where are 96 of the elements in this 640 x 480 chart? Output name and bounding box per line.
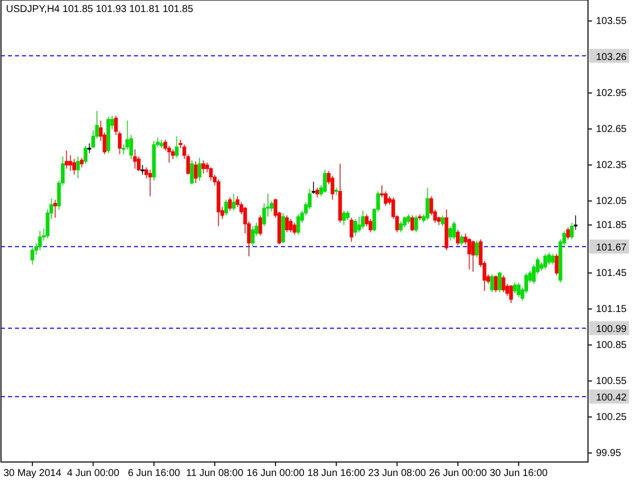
candlestick bbox=[448, 226, 452, 241]
y-tick-label: 101.85 bbox=[596, 220, 628, 232]
candlestick bbox=[64, 150, 68, 169]
x-tick-label: 11 Jun 08:00 bbox=[186, 468, 244, 480]
y-tick-label: 100.25 bbox=[596, 412, 628, 424]
chart-title: USDJPY,H4 101.85 101.93 101.81 101.85 bbox=[6, 4, 194, 15]
candlestick bbox=[30, 247, 34, 265]
candlestick bbox=[152, 140, 156, 181]
candlestick bbox=[190, 160, 194, 185]
candlestick bbox=[288, 218, 293, 233]
y-tick-label: 100.55 bbox=[596, 376, 628, 388]
candlestick bbox=[543, 253, 548, 270]
candlestick bbox=[490, 274, 494, 293]
candlestick bbox=[133, 149, 137, 169]
candlestick bbox=[315, 187, 320, 198]
y-tick-label: 101.15 bbox=[596, 304, 628, 316]
candlestick bbox=[516, 282, 520, 298]
candlestick bbox=[452, 221, 456, 240]
candlestick bbox=[171, 149, 175, 160]
candlestick bbox=[38, 230, 42, 251]
candlestick bbox=[232, 193, 236, 211]
candlestick bbox=[551, 253, 555, 265]
candlestick bbox=[471, 240, 475, 272]
candlestick bbox=[140, 164, 144, 175]
candlestick bbox=[228, 197, 232, 211]
candlestick bbox=[406, 214, 410, 224]
candlestick bbox=[312, 181, 316, 194]
candlestick bbox=[88, 143, 92, 154]
candlestick bbox=[410, 215, 414, 232]
candlestick bbox=[72, 158, 76, 175]
x-tick-label: 30 May 2014 bbox=[3, 468, 62, 480]
candlestick bbox=[444, 209, 448, 251]
ref-line-label: 100.42 bbox=[596, 392, 628, 404]
candlestick bbox=[570, 222, 574, 240]
candlestick bbox=[426, 187, 430, 221]
candlestick bbox=[566, 227, 570, 240]
candlestick bbox=[330, 175, 334, 200]
candlestick bbox=[202, 160, 206, 174]
candlestick bbox=[361, 210, 365, 229]
x-tick-label: 26 Jun 00:00 bbox=[428, 468, 488, 480]
y-tick-label: 100.85 bbox=[596, 340, 628, 352]
y-tick-label: 99.95 bbox=[596, 448, 622, 460]
candlestick bbox=[258, 215, 262, 236]
candlestick bbox=[80, 157, 84, 168]
candlestick bbox=[250, 226, 255, 247]
candlestick bbox=[106, 116, 110, 154]
candlestick bbox=[292, 222, 296, 235]
candlestick bbox=[475, 240, 479, 258]
candlestick bbox=[194, 161, 198, 184]
candlestick bbox=[342, 210, 346, 226]
y-tick-label: 101.45 bbox=[596, 268, 628, 280]
candlestick bbox=[353, 218, 358, 236]
candlestick bbox=[498, 271, 502, 293]
candlestick bbox=[53, 199, 57, 218]
candlestick bbox=[513, 282, 517, 294]
candlestick bbox=[338, 163, 342, 223]
y-tick-label: 103.55 bbox=[596, 16, 628, 28]
candlestick bbox=[574, 215, 578, 230]
y-tick-label: 102.35 bbox=[596, 160, 628, 172]
candlestick bbox=[84, 145, 88, 164]
y-tick-label: 102.65 bbox=[596, 124, 628, 136]
candlestick bbox=[402, 216, 406, 228]
ref-line-label: 103.26 bbox=[596, 52, 628, 63]
x-tick-label: 23 Jun 08:00 bbox=[368, 468, 426, 480]
candlestick bbox=[174, 136, 179, 158]
x-tick-label: 16 Jun 00:00 bbox=[246, 468, 305, 480]
candlestick bbox=[456, 229, 460, 246]
x-tick-label: 6 Jun 16:00 bbox=[128, 468, 181, 480]
candlestick bbox=[554, 253, 558, 276]
candlestick bbox=[76, 156, 80, 179]
candlestick bbox=[467, 238, 472, 270]
candlestick bbox=[281, 212, 285, 244]
candlestick bbox=[350, 217, 354, 242]
candlestick bbox=[323, 169, 327, 193]
candlestick bbox=[418, 214, 422, 221]
candlestick bbox=[346, 210, 350, 221]
ref-line-label: 100.99 bbox=[596, 324, 628, 336]
candlestick bbox=[160, 139, 164, 149]
candlestick bbox=[198, 157, 202, 181]
candlestick bbox=[440, 215, 444, 227]
candlestick bbox=[285, 215, 289, 233]
ref-line-label: 101.67 bbox=[596, 242, 628, 254]
y-tick-label: 102.05 bbox=[596, 196, 628, 208]
candlestick bbox=[494, 275, 498, 293]
candlestick bbox=[509, 284, 513, 304]
x-tick-label: 30 Jun 16:00 bbox=[490, 468, 548, 480]
candlestick bbox=[224, 199, 228, 216]
candlestick bbox=[460, 234, 464, 246]
x-tick-label: 4 Jun 00:00 bbox=[67, 468, 120, 480]
candlestick bbox=[334, 187, 338, 196]
x-tick-label: 18 Jun 16:00 bbox=[307, 468, 366, 480]
candlestick bbox=[414, 215, 418, 233]
candlestick bbox=[148, 169, 152, 197]
y-tick-label: 102.95 bbox=[596, 88, 628, 100]
candlestick bbox=[296, 214, 300, 235]
candlestick bbox=[502, 275, 506, 293]
